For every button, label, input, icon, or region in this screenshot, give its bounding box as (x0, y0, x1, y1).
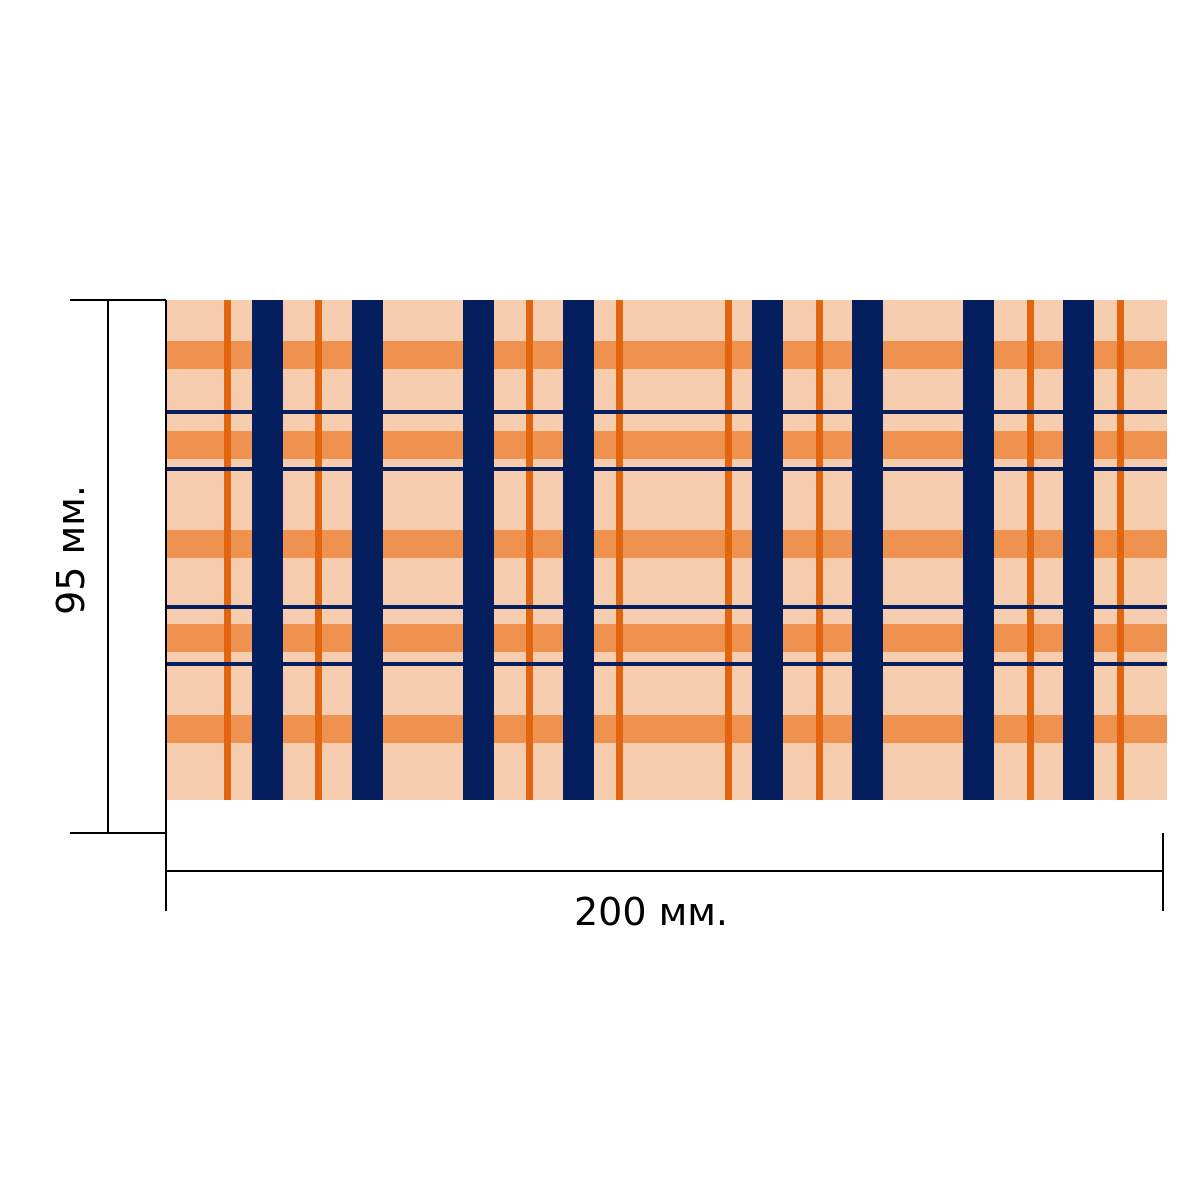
horizontal-navy-line (166, 410, 1167, 414)
vertical-navy-stripe (463, 300, 494, 800)
vertical-navy-stripe (752, 300, 783, 800)
dimension-lines (70, 299, 1164, 911)
height-dimension-label: 95 мм. (49, 485, 93, 615)
horizontal-navy-line (166, 662, 1167, 666)
vertical-orange-stripe (1027, 300, 1034, 800)
horizontal-orange-band (166, 624, 1167, 652)
vertical-navy-stripe (352, 300, 383, 800)
vertical-orange-stripe (816, 300, 823, 800)
vertical-navy-stripe (563, 300, 594, 800)
horizontal-orange-band (166, 715, 1167, 743)
vertical-orange-stripe (616, 300, 623, 800)
vertical-navy-stripe (252, 300, 283, 800)
vertical-orange-stripe (1117, 300, 1124, 800)
vertical-orange-stripe (224, 300, 231, 800)
vertical-navy-stripe (1063, 300, 1094, 800)
vertical-navy-stripe (852, 300, 883, 800)
width-dimension-label: 200 мм. (574, 890, 728, 934)
horizontal-navy-line (166, 605, 1167, 609)
vertical-orange-stripe (526, 300, 533, 800)
horizontal-orange-band (166, 431, 1167, 459)
vertical-orange-stripe (315, 300, 322, 800)
vertical-orange-stripe (725, 300, 732, 800)
horizontal-orange-band (166, 530, 1167, 558)
plaid-pattern (166, 300, 1167, 800)
vertical-navy-stripe (963, 300, 994, 800)
horizontal-navy-line (166, 467, 1167, 471)
horizontal-orange-band (166, 341, 1167, 369)
